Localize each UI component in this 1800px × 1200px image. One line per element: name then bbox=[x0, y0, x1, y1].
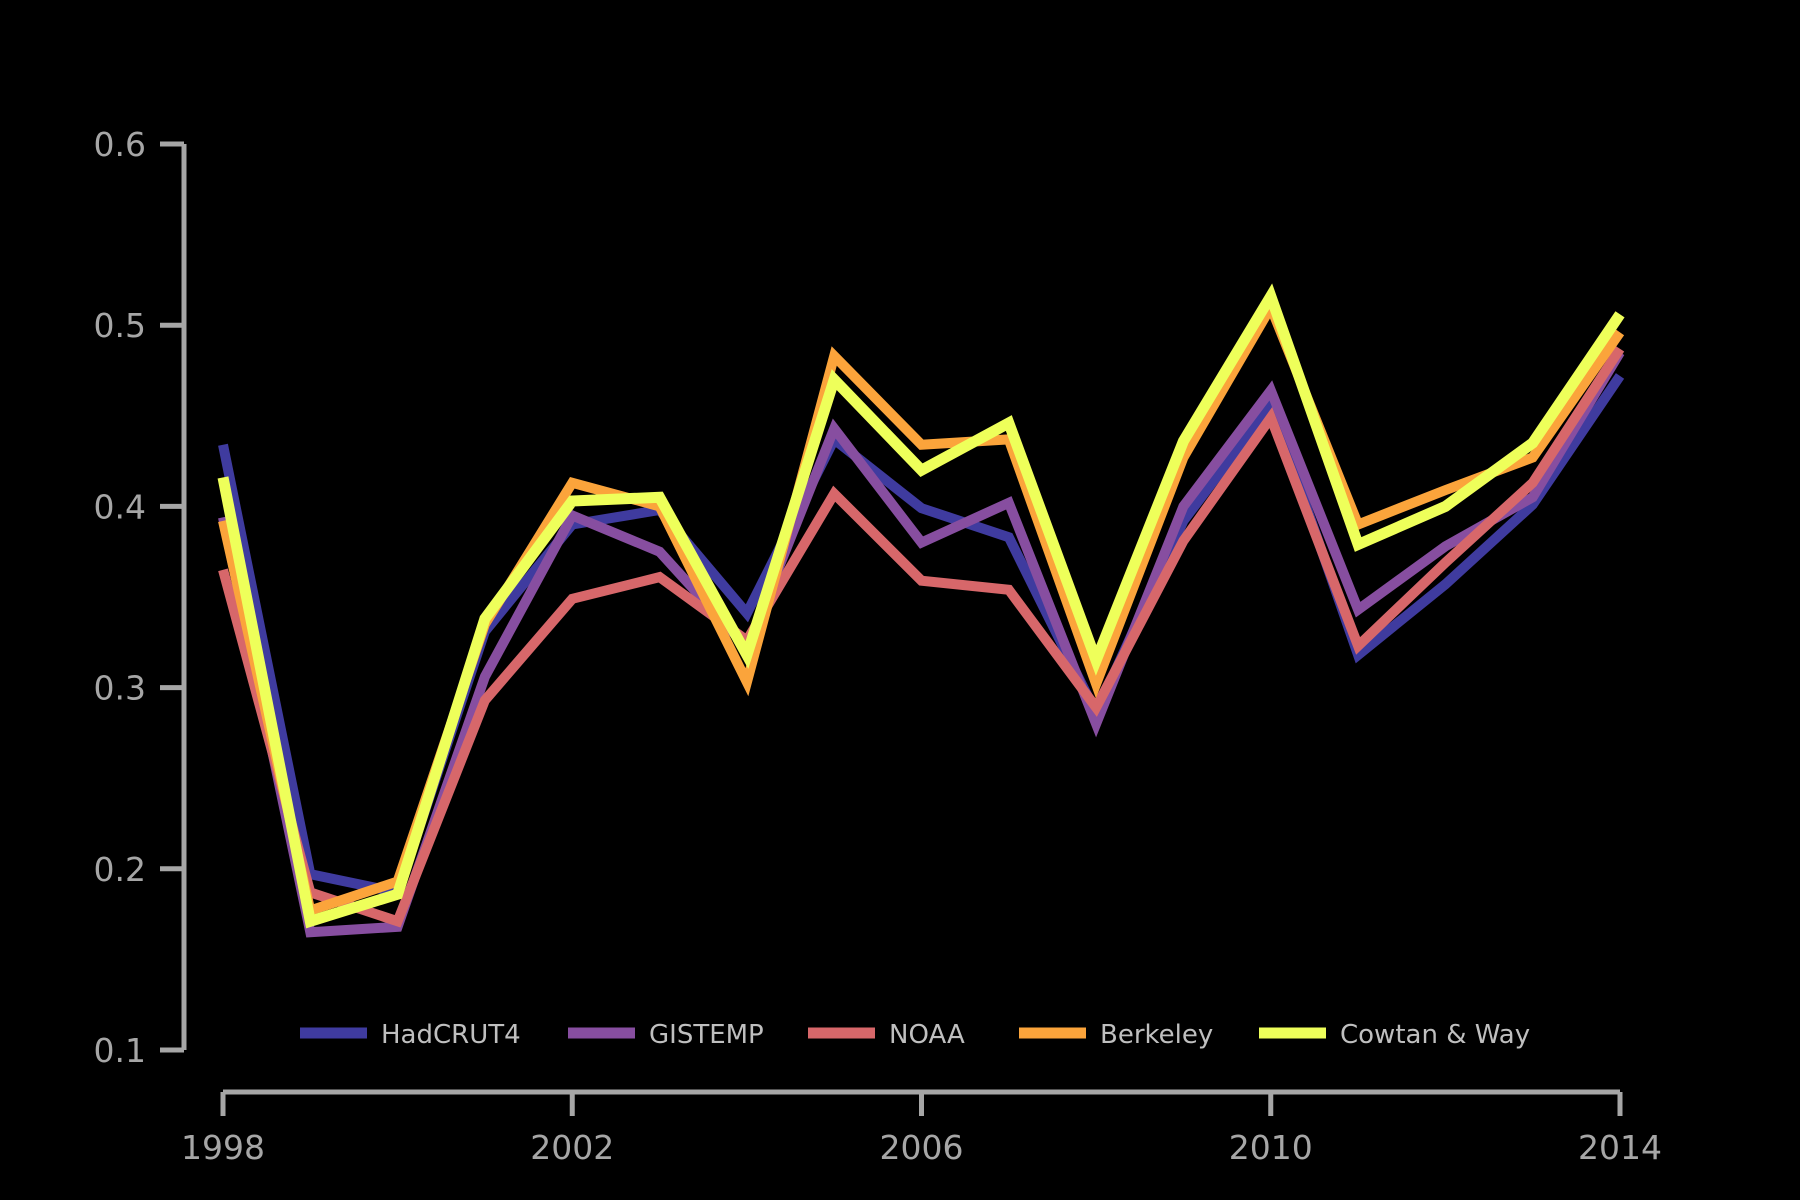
legend-label-gistemp: GISTEMP bbox=[649, 1020, 764, 1050]
y-tick-label: 0.4 bbox=[94, 487, 146, 526]
x-axis: 1998 2002 2006 2010 2014 bbox=[181, 1089, 1662, 1167]
x-tick-label: 2014 bbox=[1578, 1128, 1662, 1167]
y-tick-label: 0.2 bbox=[94, 850, 146, 889]
legend: HadCRUT4 GISTEMP NOAA Berkeley Cowtan & Way bbox=[300, 1020, 1530, 1050]
series-line-gistemp bbox=[218, 349, 1625, 938]
legend-label-hadcrut4: HadCRUT4 bbox=[381, 1020, 521, 1050]
series-line-cowtan-way bbox=[217, 283, 1625, 929]
x-tick-label: 2002 bbox=[530, 1128, 614, 1167]
legend-label-cowtan-way: Cowtan & Way bbox=[1340, 1020, 1530, 1050]
y-tick-label: 0.5 bbox=[94, 306, 146, 345]
series-line-noaa bbox=[218, 346, 1625, 928]
legend-label-noaa: NOAA bbox=[889, 1020, 965, 1050]
legend-label-berkeley: Berkeley bbox=[1100, 1020, 1213, 1050]
y-tick-label: 0.3 bbox=[94, 669, 146, 708]
y-axis: 0.1 0.2 0.3 0.4 0.5 0.6 bbox=[94, 125, 187, 1070]
series-layer bbox=[217, 283, 1625, 938]
y-tick-label: 0.1 bbox=[94, 1031, 146, 1070]
x-tick-label: 2006 bbox=[880, 1128, 964, 1167]
y-tick-label: 0.6 bbox=[94, 125, 146, 164]
x-tick-label: 1998 bbox=[181, 1128, 265, 1167]
x-tick-label: 2010 bbox=[1229, 1128, 1313, 1167]
